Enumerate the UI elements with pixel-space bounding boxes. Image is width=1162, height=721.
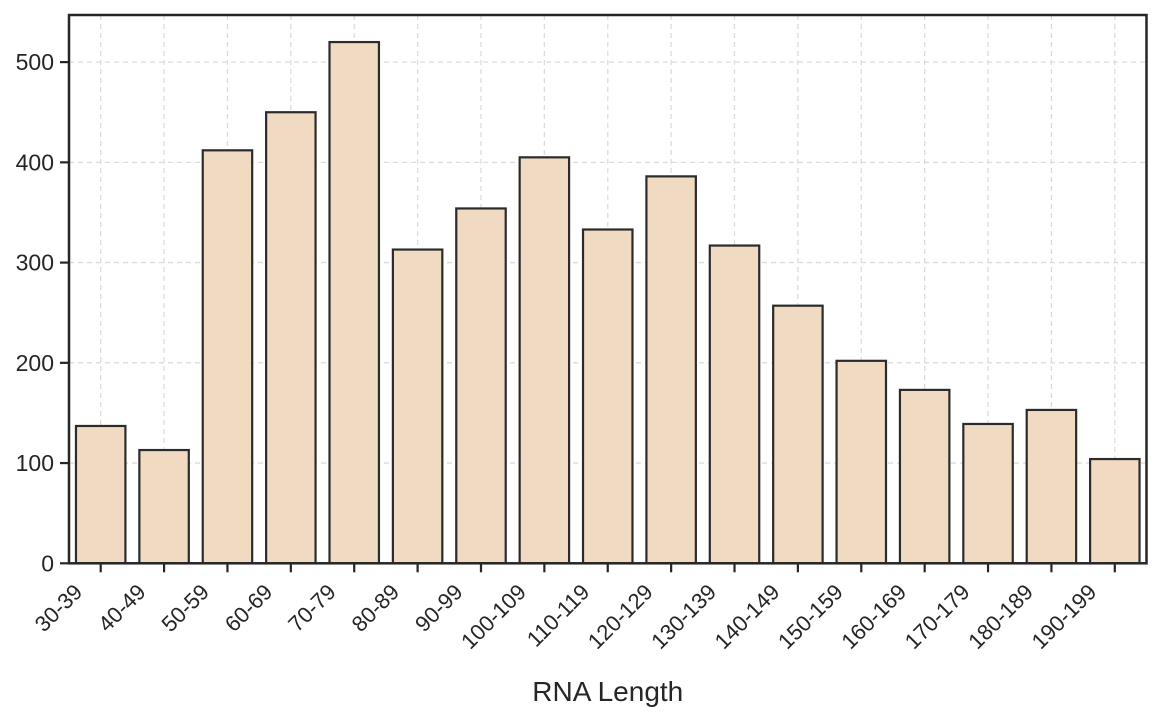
x-tick-label: 170-179 [900, 579, 975, 654]
bar [835, 359, 888, 565]
x-tick-label: 50-59 [157, 579, 214, 636]
bar [518, 156, 571, 565]
bar [708, 244, 761, 565]
bar [455, 207, 507, 565]
x-tick-label: 40-49 [93, 579, 150, 636]
x-tick-label: 90-99 [410, 579, 467, 636]
bar [328, 40, 381, 565]
bar [772, 304, 824, 565]
y-tick-label: 0 [41, 550, 54, 576]
y-axis: 0 100 200 300 400 500 [16, 49, 69, 576]
y-tick-label: 200 [16, 350, 54, 376]
bar [391, 248, 444, 565]
bar [138, 448, 190, 565]
y-tick-label: 300 [16, 250, 54, 276]
x-tick-label: 130-139 [646, 579, 721, 654]
x-tick-label: 100-109 [456, 579, 531, 654]
x-tick-label: 70-79 [283, 579, 340, 636]
x-tick-label: 180-189 [963, 579, 1038, 654]
x-tick-label: 60-69 [220, 579, 277, 636]
bars [74, 40, 1141, 565]
x-tick-label: 190-199 [1027, 579, 1102, 654]
y-tick-label: 400 [16, 149, 54, 175]
bar [265, 111, 317, 565]
x-tick-label: 80-89 [347, 579, 404, 636]
y-tick-label: 100 [16, 450, 54, 476]
x-axis-label: RNA Length [532, 676, 683, 707]
bar [1088, 457, 1141, 565]
bar [898, 388, 951, 565]
bar [1025, 408, 1078, 565]
x-tick-label: 160-169 [836, 579, 911, 654]
y-tick-label: 500 [16, 49, 54, 75]
x-tick-label: 140-149 [710, 579, 785, 654]
bar [962, 422, 1014, 565]
bar [581, 228, 634, 565]
x-axis: 30-39 40-49 50-59 60-69 70-79 80-89 90-99100-1… [30, 563, 1116, 654]
x-tick-label: 110-119 [522, 579, 594, 651]
bar [645, 175, 697, 565]
x-tick-label: 150-159 [773, 579, 848, 654]
bar [201, 149, 254, 565]
x-tick-label: 120-129 [583, 579, 658, 654]
bar [74, 424, 127, 565]
x-tick-label: 30-39 [30, 579, 87, 636]
